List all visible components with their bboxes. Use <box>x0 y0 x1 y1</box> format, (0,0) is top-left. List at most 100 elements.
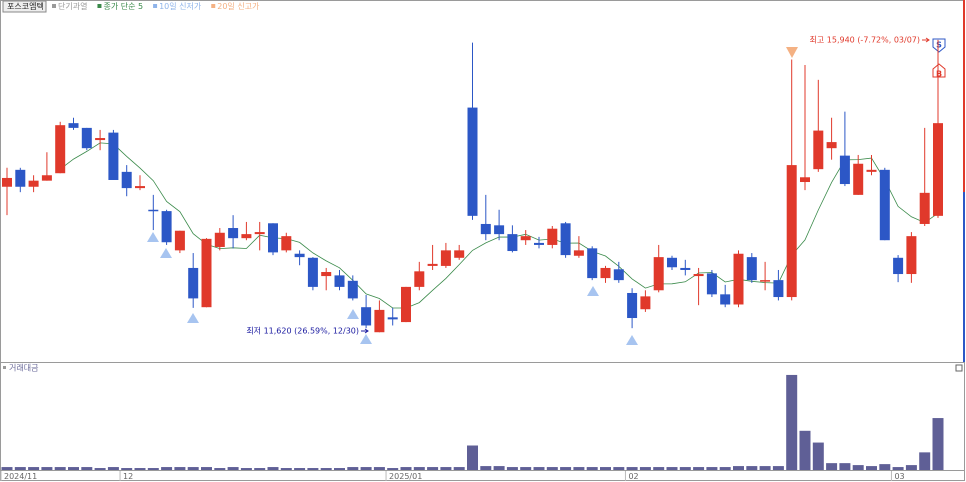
candle-body <box>15 169 26 187</box>
candle-body <box>161 211 172 243</box>
candle-body <box>95 138 106 141</box>
volume-bar <box>81 467 93 470</box>
min-arrow <box>361 328 369 334</box>
volume-bar <box>600 467 611 470</box>
volume-bar <box>892 467 904 470</box>
x-tick-label: 2025/01 <box>389 472 422 481</box>
volume-bar <box>267 467 279 470</box>
candles <box>2 39 943 333</box>
volume-bar <box>94 468 106 470</box>
max-label: 최고 15,940 (-7.72%, 03/07) <box>810 35 920 45</box>
candle-body <box>919 192 930 224</box>
candle-body <box>321 272 332 277</box>
volume-bar <box>546 467 558 470</box>
legend-label: 10일 신저가 <box>159 2 202 11</box>
candle-body <box>933 123 943 216</box>
volume-bar <box>506 467 518 470</box>
candle-body <box>879 169 890 241</box>
candle-body <box>653 257 664 291</box>
candle-body <box>613 269 624 281</box>
candle-body <box>893 257 904 275</box>
volume-bar <box>639 467 651 470</box>
volume-bar <box>679 467 691 470</box>
volume-bar <box>68 467 79 470</box>
volume-bar <box>280 468 292 470</box>
volume-bar <box>826 463 838 470</box>
candle-body <box>786 165 797 298</box>
volume-bars <box>1 374 944 470</box>
candle-body <box>693 274 704 277</box>
candle-body <box>387 317 398 320</box>
volume-bar <box>201 467 212 470</box>
volume-bar <box>121 468 133 470</box>
candle-body <box>2 177 12 187</box>
candle-body <box>640 296 651 310</box>
candle-body <box>228 228 239 239</box>
volume-bar <box>480 466 492 470</box>
volume-bar <box>294 468 306 470</box>
candle-body <box>906 236 917 275</box>
candle-body <box>201 238 212 308</box>
volume-bar <box>520 467 532 470</box>
candle-body <box>520 236 531 241</box>
candle-body <box>547 228 558 245</box>
low-signal <box>626 335 638 345</box>
candle-body <box>706 273 717 295</box>
high-signal <box>786 47 798 58</box>
volume-bar <box>560 467 572 470</box>
candle-body <box>135 186 145 189</box>
candle-body <box>108 132 119 180</box>
volume-bar <box>706 467 718 470</box>
panel-icon <box>3 366 6 369</box>
candle-body <box>241 234 252 239</box>
candle-body <box>800 177 810 183</box>
candle-body <box>573 250 584 256</box>
volume-title: 거래대금 <box>9 364 38 373</box>
candle-body <box>214 232 225 247</box>
volume-bar <box>227 467 239 470</box>
volume-bar <box>919 452 931 470</box>
volume-bar <box>746 466 758 470</box>
volume-bar <box>905 465 917 470</box>
volume-bar <box>413 467 425 470</box>
legend-swatch <box>52 4 56 8</box>
candle-body <box>853 163 864 195</box>
candle-body <box>55 125 66 174</box>
candle-body <box>174 230 185 251</box>
volume-bar <box>573 467 585 470</box>
volume-bar <box>586 467 598 470</box>
title-box[interactable] <box>2 0 47 13</box>
volume-bar <box>733 466 744 470</box>
x-tick-label: 03 <box>894 472 904 481</box>
volume-bar <box>307 468 319 470</box>
volume-bar <box>839 463 851 470</box>
low-signal <box>347 309 359 319</box>
volume-bar <box>187 467 199 470</box>
candle-body <box>148 209 159 212</box>
volume-bar <box>387 468 399 470</box>
volume-bar <box>174 467 186 470</box>
panel-button[interactable] <box>955 364 963 372</box>
candle-body <box>294 253 305 258</box>
candle-body <box>401 286 411 323</box>
candle-body <box>746 257 757 281</box>
candle-body <box>347 280 358 299</box>
x-tick-label: 2024/11 <box>4 472 37 481</box>
volume-bar <box>28 467 40 470</box>
volume-bar <box>879 464 891 470</box>
max-arrow <box>922 37 930 43</box>
volume-bar <box>666 467 678 470</box>
volume-bar <box>613 467 625 470</box>
candle-body <box>494 225 505 235</box>
low-signal <box>160 248 172 258</box>
candle-body <box>600 267 611 279</box>
volume-bar <box>134 468 146 470</box>
candle-body <box>361 307 372 326</box>
volume-bar <box>373 467 385 470</box>
volume-bar <box>467 445 478 470</box>
candle-body <box>254 232 265 235</box>
volume-bar <box>147 468 159 470</box>
x-tick-label: 02 <box>628 472 638 481</box>
